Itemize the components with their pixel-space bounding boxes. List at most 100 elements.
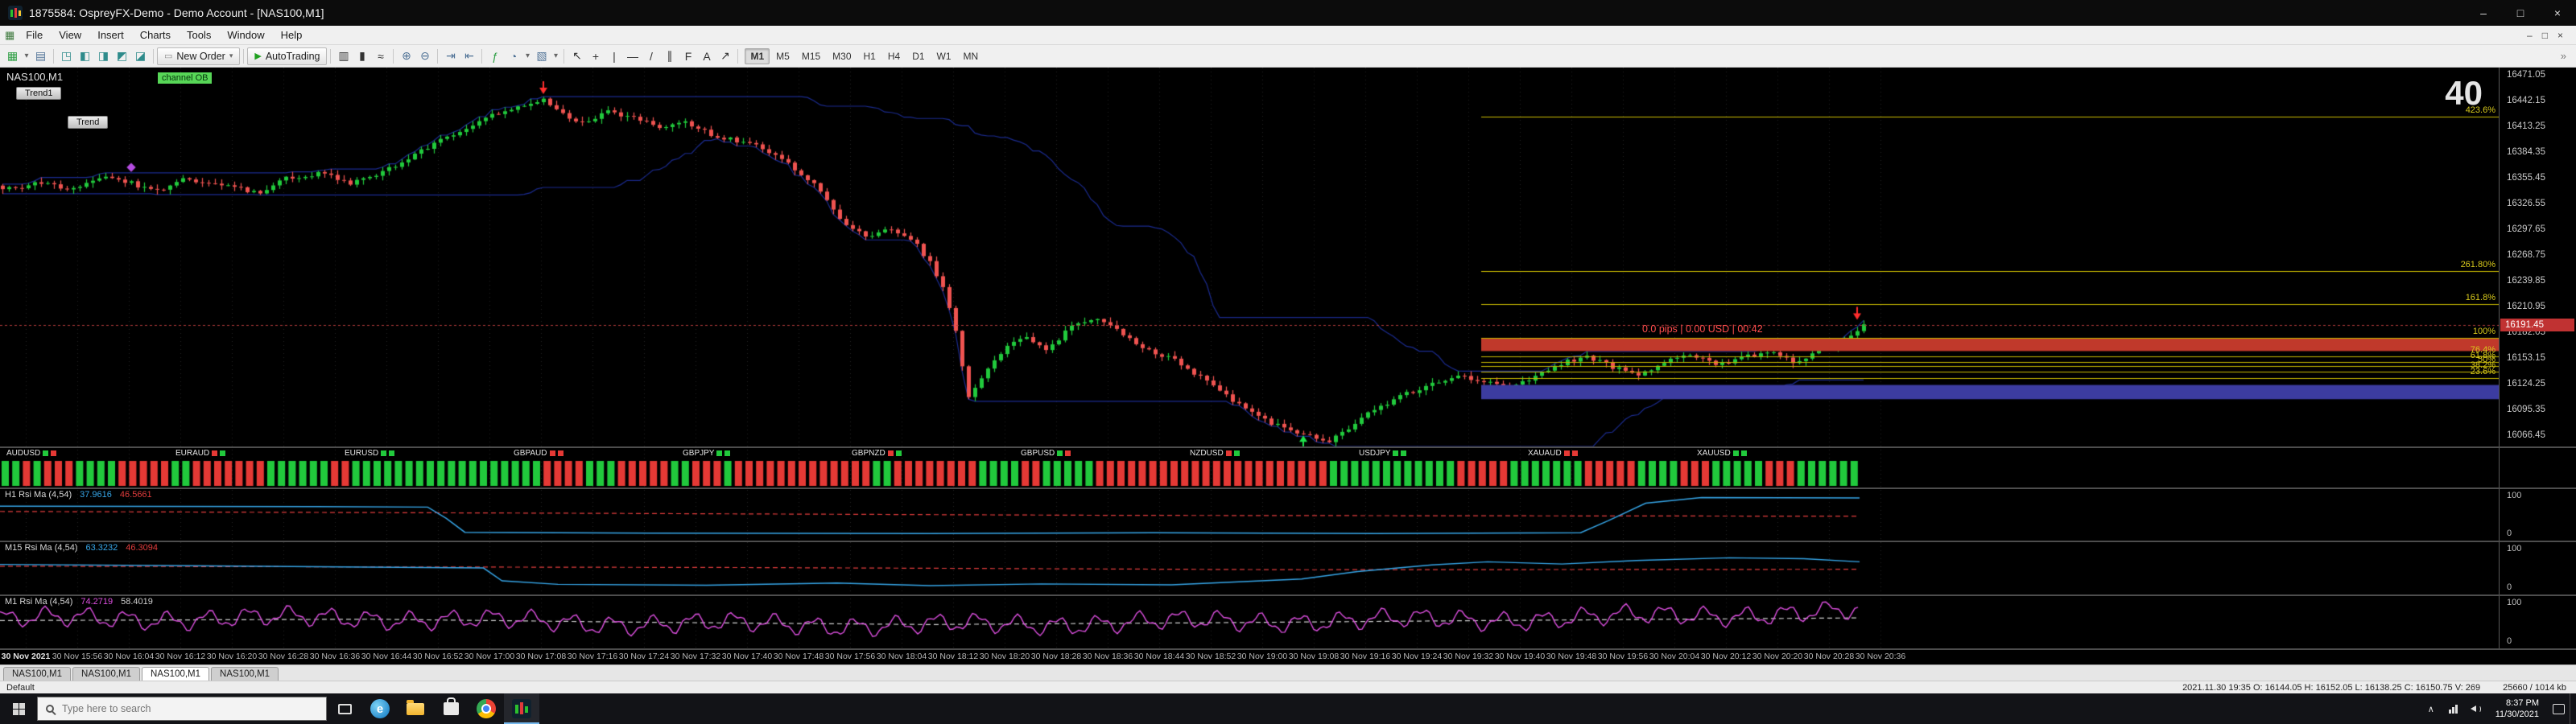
menu-charts[interactable]: Charts xyxy=(139,29,171,41)
periods-icon[interactable]: ◔ xyxy=(510,49,518,63)
toolbar-overflow-icon[interactable]: » xyxy=(2560,50,2566,62)
price-axis[interactable]: 16471.05 16442.15 16413.25 16384.35 16355.45… xyxy=(2499,68,2576,648)
arrows-tool-icon[interactable]: ↗ xyxy=(720,49,730,62)
chart-window: NAS100,M1 Trend1 Trend channel OB 40 0.0… xyxy=(0,68,2576,664)
bar-chart-icon[interactable]: ▥ xyxy=(338,49,349,62)
edge-button[interactable]: e xyxy=(362,693,398,724)
search-box[interactable] xyxy=(37,697,327,721)
timeframe-mn-button[interactable]: MN xyxy=(958,48,985,64)
tray-expand-icon[interactable]: ∧ xyxy=(2427,704,2434,714)
indicator-value: 74.2719 xyxy=(80,597,114,607)
auto-scroll-icon[interactable]: ⇥ xyxy=(446,49,456,62)
line-chart-icon[interactable]: ≈ xyxy=(378,49,384,63)
fibonacci-icon[interactable]: F xyxy=(684,49,692,63)
metatrader-button[interactable] xyxy=(504,693,539,724)
toolbar-separator xyxy=(737,48,739,64)
autotrading-button[interactable]: ▶ AutoTrading xyxy=(247,47,328,65)
chart-tab[interactable]: NAS100,M1 xyxy=(3,667,72,681)
chart-canvas[interactable] xyxy=(0,68,2499,648)
vertical-line-icon[interactable]: | xyxy=(613,49,616,63)
periods-dropdown-icon[interactable]: ▾ xyxy=(525,51,530,60)
timeframe-h4-button[interactable]: H4 xyxy=(882,48,906,64)
timeframe-m1-button[interactable]: M1 xyxy=(745,47,770,64)
status-profile: Default xyxy=(6,682,35,693)
data-window-icon[interactable]: ◧ xyxy=(79,49,91,62)
pips-label: 0.0 pips | 0.00 USD | 00:42 xyxy=(1642,323,1763,335)
timeframe-m5-button[interactable]: M5 xyxy=(770,48,795,64)
minimize-button[interactable]: – xyxy=(2480,6,2487,19)
trend1-button[interactable]: Trend1 xyxy=(16,87,62,100)
pair-label: XAUUSD xyxy=(1697,449,1747,458)
chart-restore-button[interactable]: □ xyxy=(2541,29,2548,41)
channel-icon[interactable]: ∥ xyxy=(667,49,673,62)
new-chart-icon[interactable]: ▦ xyxy=(6,49,19,62)
timeframe-m15-button[interactable]: M15 xyxy=(796,48,826,64)
network-icon[interactable] xyxy=(2442,693,2465,724)
time-axis-label: 30 Nov 16:36 xyxy=(309,652,361,661)
cursor-icon[interactable]: ↖ xyxy=(572,49,582,62)
pane-separator[interactable] xyxy=(0,487,2576,489)
pane-separator[interactable] xyxy=(0,594,2576,596)
chart-tab[interactable]: NAS100,M1 xyxy=(72,667,141,681)
taskbar-clock[interactable]: 8:37 PM 11/30/2021 xyxy=(2487,697,2547,721)
chrome-button[interactable] xyxy=(469,693,504,724)
timeframe-m30-button[interactable]: M30 xyxy=(827,48,857,64)
timeframe-h1-button[interactable]: H1 xyxy=(858,48,881,64)
pane-separator[interactable] xyxy=(0,541,2576,542)
indicator-value: 63.3232 xyxy=(85,543,118,553)
maximize-button[interactable]: □ xyxy=(2516,6,2524,19)
menu-help[interactable]: Help xyxy=(280,29,303,41)
text-tool-icon[interactable]: A xyxy=(703,49,711,63)
chart-shift-icon[interactable]: ⇤ xyxy=(464,49,474,62)
store-button[interactable] xyxy=(433,693,469,724)
indicators-icon[interactable]: ƒ xyxy=(492,49,498,63)
zoom-in-icon[interactable]: ⊕ xyxy=(402,49,411,62)
market-watch-icon[interactable]: ◳ xyxy=(60,49,72,62)
time-axis-label: 30 Nov 16:28 xyxy=(258,652,309,661)
start-button[interactable] xyxy=(0,693,37,724)
menu-window[interactable]: Window xyxy=(227,29,265,41)
navigator-icon[interactable]: ◨ xyxy=(97,49,109,62)
menu-file[interactable]: File xyxy=(26,29,43,41)
current-price-tag: 16191.45 xyxy=(2500,319,2574,332)
trend-button[interactable]: Trend xyxy=(68,116,109,129)
price-axis-label: 16471.05 xyxy=(2507,69,2545,80)
new-chart-dropdown-icon[interactable]: ▾ xyxy=(24,51,29,60)
pane-separator[interactable] xyxy=(0,648,2576,650)
timeframe-d1-button[interactable]: D1 xyxy=(906,48,930,64)
templates-dropdown-icon[interactable]: ▾ xyxy=(553,51,558,60)
crosshair-icon[interactable]: + xyxy=(592,49,600,63)
menu-tools[interactable]: Tools xyxy=(187,29,212,41)
chart-tab[interactable]: NAS100,M1 xyxy=(211,667,279,681)
pair-label: GBPNZD xyxy=(852,449,902,458)
show-desktop-button[interactable] xyxy=(2570,693,2576,724)
notification-center-button[interactable] xyxy=(2547,693,2570,724)
chart-tab[interactable]: NAS100,M1 xyxy=(142,667,210,681)
time-axis[interactable]: 30 Nov 2021 30 Nov 15:56 30 Nov 16:04 30 No… xyxy=(0,648,2576,664)
search-input[interactable] xyxy=(60,702,294,715)
horizontal-line-icon[interactable]: — xyxy=(626,49,638,63)
pane-separator[interactable] xyxy=(0,446,2576,448)
chart-close-button[interactable]: × xyxy=(2557,29,2563,41)
pair-label: USDJPY xyxy=(1359,449,1407,458)
chart-minimize-button[interactable]: – xyxy=(2527,29,2533,41)
pair-name: GBPJPY xyxy=(683,449,715,458)
terminal-icon[interactable]: ◩ xyxy=(116,49,128,62)
strategy-tester-icon[interactable]: ◪ xyxy=(134,49,147,62)
file-explorer-button[interactable] xyxy=(398,693,433,724)
indicator-scale-label: 0 xyxy=(2507,582,2512,592)
timeframe-w1-button[interactable]: W1 xyxy=(931,48,957,64)
task-view-button[interactable] xyxy=(327,693,362,724)
new-order-button[interactable]: ▭ New Order ▾ xyxy=(157,47,241,65)
profiles-icon[interactable]: ▤ xyxy=(35,49,47,62)
menu-insert[interactable]: Insert xyxy=(97,29,124,41)
toolbar: ▦ ▾ ▤ ◳ ◧ ◨ ◩ ◪ ▭ New Order ▾ ▶ AutoTrad… xyxy=(0,45,2576,68)
candlestick-chart-icon[interactable]: ▮ xyxy=(359,49,365,62)
time-axis-label: 30 Nov 16:44 xyxy=(361,652,412,661)
templates-icon[interactable]: ▧ xyxy=(536,49,547,62)
close-button[interactable]: × xyxy=(2553,6,2562,19)
zoom-out-icon[interactable]: ⊖ xyxy=(420,49,430,62)
volume-icon[interactable] xyxy=(2465,693,2487,724)
trendline-icon[interactable]: / xyxy=(650,49,653,63)
menu-view[interactable]: View xyxy=(59,29,82,41)
